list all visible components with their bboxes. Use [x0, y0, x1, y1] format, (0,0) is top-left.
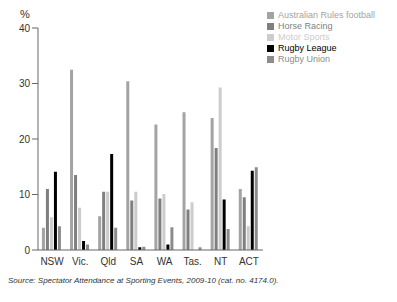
svg-text:Qld: Qld [101, 256, 117, 267]
svg-text:40: 40 [19, 23, 31, 34]
svg-text:NT: NT [214, 256, 227, 267]
svg-text:SA: SA [130, 256, 144, 267]
html-text:Source: Spectator Attendance a: Source: Spectator Attendance at Sporting… [8, 276, 279, 285]
html-text:Australian Rules football: Australian Rules football [277, 10, 375, 20]
svg-text:10: 10 [19, 189, 31, 200]
html-text:Rugby Union: Rugby Union [277, 54, 330, 64]
svg-text:Vic.: Vic. [72, 256, 89, 267]
svg-text:30: 30 [19, 78, 31, 89]
svg-text:WA: WA [157, 256, 173, 267]
svg-text:0: 0 [24, 245, 30, 256]
svg-text:Tas.: Tas. [183, 256, 201, 267]
svg-text:20: 20 [19, 134, 31, 145]
html-text:Motor Sports: Motor Sports [277, 32, 330, 42]
svg-text:NSW: NSW [40, 256, 64, 267]
html-text:Horse Racing: Horse Racing [277, 21, 333, 31]
html-text:Rugby League: Rugby League [277, 43, 337, 53]
svg-text:ACT: ACT [239, 256, 259, 267]
